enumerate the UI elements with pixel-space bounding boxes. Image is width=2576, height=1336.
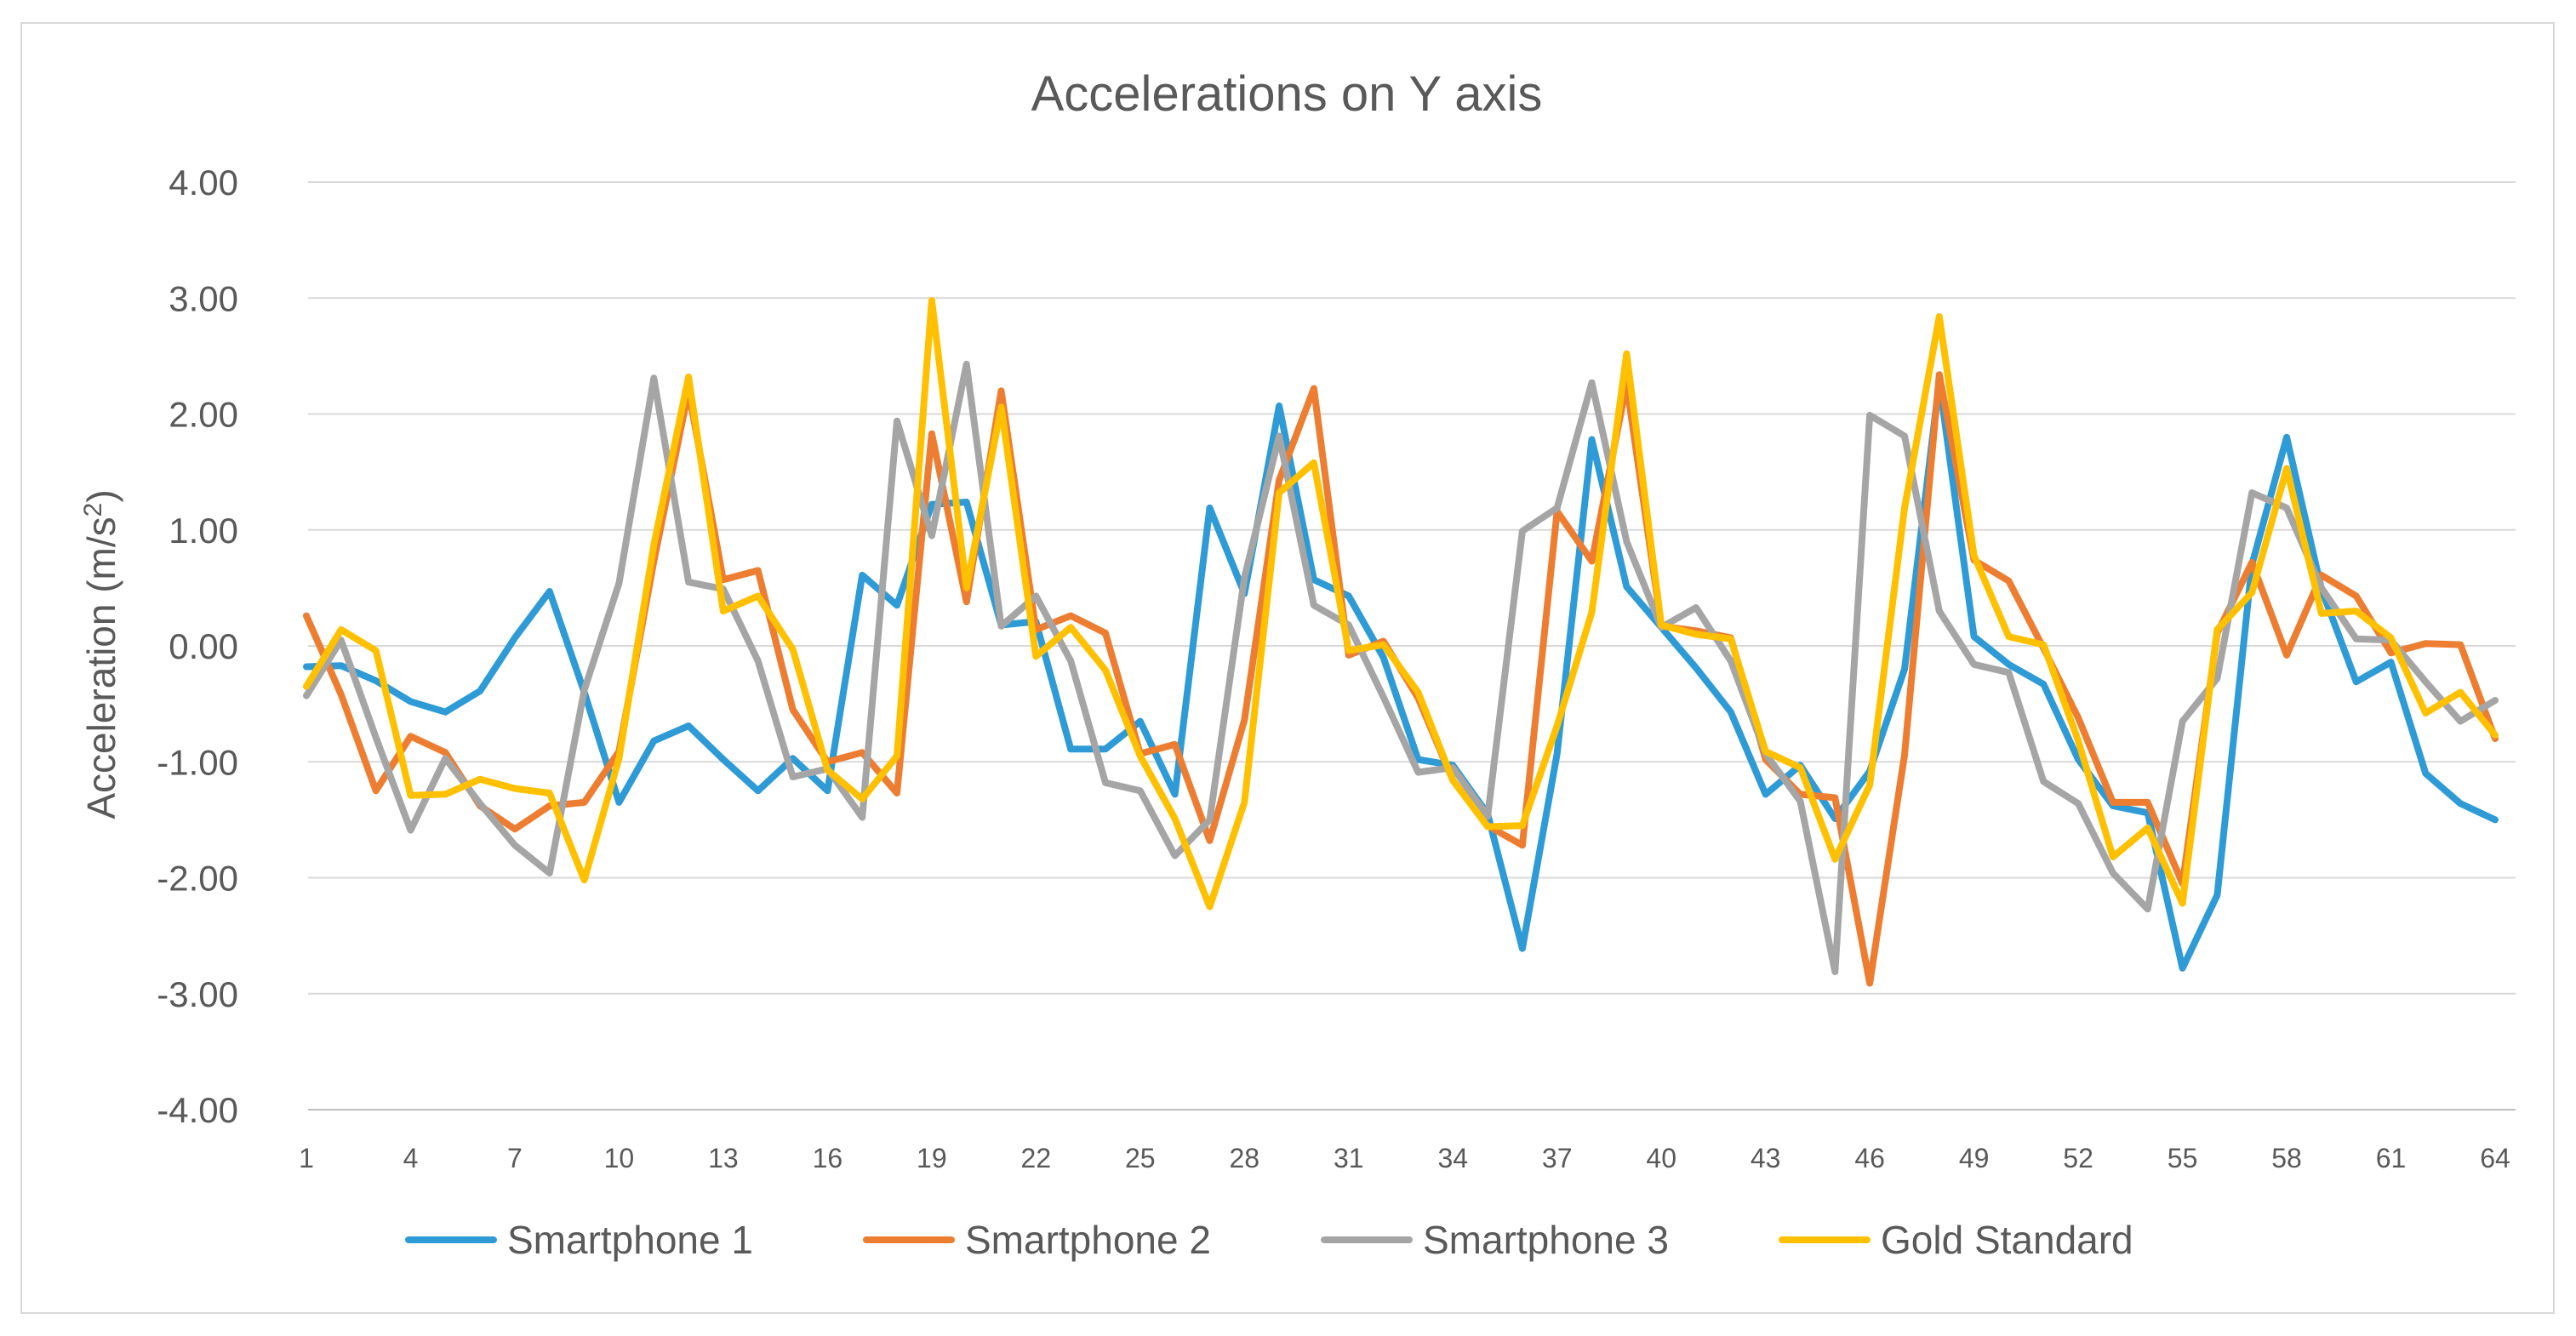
x-tick-label: 58	[2271, 1143, 2302, 1173]
x-tick-label: 19	[917, 1143, 947, 1173]
chart-title: Accelerations on Y axis	[1031, 66, 1543, 122]
series-line-gold-standard	[303, 297, 2499, 911]
y-axis-label: Acceleration (m/s2)	[79, 489, 123, 819]
x-tick-label: 46	[1854, 1143, 1885, 1173]
x-tick-label: 10	[604, 1143, 635, 1173]
y-axis-label-close: )	[79, 489, 123, 502]
x-tick-label: 16	[813, 1143, 843, 1173]
series-line-smartphone-1	[303, 378, 2499, 972]
y-tick-labels: 4.00 3.00 2.00 1.00 0.00 -1.00 -2.00 -3.00 -4.00	[157, 163, 238, 1130]
x-tick-label: 7	[507, 1143, 523, 1173]
x-tick-label: 61	[2376, 1143, 2407, 1173]
legend-label: Gold Standard	[1881, 1218, 2133, 1262]
x-tick-label: 4	[403, 1143, 419, 1173]
y-tick-label: -4.00	[157, 1090, 238, 1130]
line-chart: Accelerations on Y axis 4.00 3.00 2.00 1.00…	[79, 66, 2516, 1262]
x-tick-label: 25	[1125, 1143, 1156, 1173]
x-tick-label: 37	[1542, 1143, 1573, 1173]
x-tick-label: 31	[1334, 1143, 1364, 1173]
series-lines	[303, 297, 2499, 987]
x-tick-label: 55	[2168, 1143, 2198, 1173]
x-tick-label: 1	[299, 1143, 314, 1173]
y-tick-label: 4.00	[168, 163, 238, 203]
y-axis-label-main: Acceleration (m/s	[79, 517, 123, 819]
y-tick-label: -3.00	[157, 974, 238, 1014]
x-tick-label: 13	[708, 1143, 739, 1173]
y-tick-label: 1.00	[168, 511, 238, 551]
chart-frame: Accelerations on Y axis 4.00 3.00 2.00 1.00…	[20, 22, 2555, 1314]
y-tick-label: -1.00	[157, 742, 238, 782]
x-tick-label: 43	[1751, 1143, 1781, 1173]
series-line-smartphone-3	[303, 360, 2499, 975]
x-tick-label: 64	[2480, 1143, 2510, 1173]
legend-label: Smartphone 1	[507, 1218, 753, 1262]
x-tick-label: 34	[1437, 1143, 1468, 1173]
x-tick-label: 49	[1959, 1143, 1990, 1173]
y-tick-label: -2.00	[157, 859, 238, 899]
x-tick-labels: 1 4 7 10 13 16 19 22 25 28 31 34 37 40 43 46 49 52 55 58 61 6…	[299, 1143, 2510, 1173]
y-tick-label: 2.00	[168, 395, 238, 435]
y-tick-label: 3.00	[168, 278, 238, 318]
x-tick-label: 40	[1646, 1143, 1676, 1173]
x-tick-label: 28	[1229, 1143, 1259, 1173]
x-tick-label: 52	[2063, 1143, 2093, 1173]
legend-label: Smartphone 3	[1423, 1218, 1669, 1262]
x-tick-label: 22	[1021, 1143, 1052, 1173]
legend-label: Smartphone 2	[965, 1218, 1211, 1262]
legend: Smartphone 1 Smartphone 2 Smartphone 3 Gold…	[405, 1218, 2133, 1262]
y-tick-label: 0.00	[168, 626, 238, 666]
y-axis-label-superscript: 2	[79, 503, 107, 517]
